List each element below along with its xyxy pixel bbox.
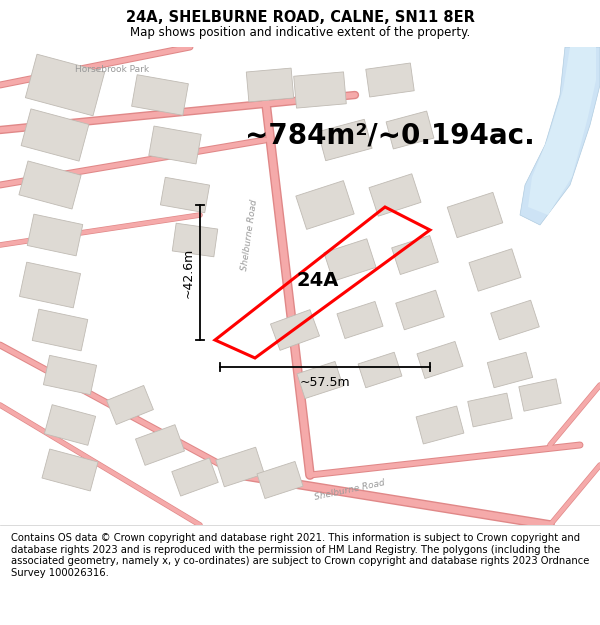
Polygon shape — [519, 379, 561, 411]
Polygon shape — [369, 174, 421, 216]
Polygon shape — [366, 63, 414, 97]
Polygon shape — [25, 54, 104, 116]
Polygon shape — [337, 301, 383, 339]
Polygon shape — [416, 406, 464, 444]
Polygon shape — [44, 405, 95, 445]
Polygon shape — [487, 352, 533, 388]
Polygon shape — [42, 449, 98, 491]
Polygon shape — [19, 161, 81, 209]
Text: ~784m²/~0.194ac.: ~784m²/~0.194ac. — [245, 121, 535, 149]
Text: Shelburne Road: Shelburne Road — [314, 478, 386, 502]
Polygon shape — [172, 458, 218, 496]
Polygon shape — [32, 309, 88, 351]
Text: 24A: 24A — [297, 271, 339, 289]
Polygon shape — [386, 111, 434, 149]
Polygon shape — [216, 448, 264, 487]
Polygon shape — [294, 72, 346, 108]
Polygon shape — [318, 119, 372, 161]
Polygon shape — [297, 361, 343, 399]
Polygon shape — [296, 181, 354, 229]
Polygon shape — [160, 177, 209, 212]
Polygon shape — [131, 75, 188, 115]
Polygon shape — [491, 300, 539, 340]
Text: ~57.5m: ~57.5m — [299, 376, 350, 389]
Polygon shape — [107, 386, 154, 424]
Polygon shape — [271, 309, 320, 351]
Polygon shape — [257, 461, 303, 499]
Polygon shape — [27, 214, 83, 256]
Polygon shape — [21, 109, 89, 161]
Polygon shape — [324, 239, 376, 281]
Text: Contains OS data © Crown copyright and database right 2021. This information is : Contains OS data © Crown copyright and d… — [11, 533, 589, 578]
Text: ~42.6m: ~42.6m — [182, 248, 194, 298]
Polygon shape — [447, 192, 503, 238]
Text: 24A, SHELBURNE ROAD, CALNE, SN11 8ER: 24A, SHELBURNE ROAD, CALNE, SN11 8ER — [125, 11, 475, 26]
Polygon shape — [469, 249, 521, 291]
Polygon shape — [358, 352, 402, 388]
Text: Map shows position and indicative extent of the property.: Map shows position and indicative extent… — [130, 26, 470, 39]
Polygon shape — [520, 47, 600, 225]
Polygon shape — [172, 223, 218, 257]
Polygon shape — [417, 341, 463, 379]
Text: Shelburne Road: Shelburne Road — [241, 199, 259, 271]
Polygon shape — [246, 68, 294, 102]
Polygon shape — [396, 290, 444, 330]
Polygon shape — [43, 356, 97, 394]
Polygon shape — [528, 47, 596, 215]
Polygon shape — [468, 393, 512, 427]
Text: Horsebrook Park: Horsebrook Park — [75, 66, 149, 74]
Polygon shape — [19, 262, 80, 308]
Polygon shape — [149, 126, 201, 164]
Polygon shape — [392, 236, 439, 274]
Polygon shape — [136, 424, 185, 466]
